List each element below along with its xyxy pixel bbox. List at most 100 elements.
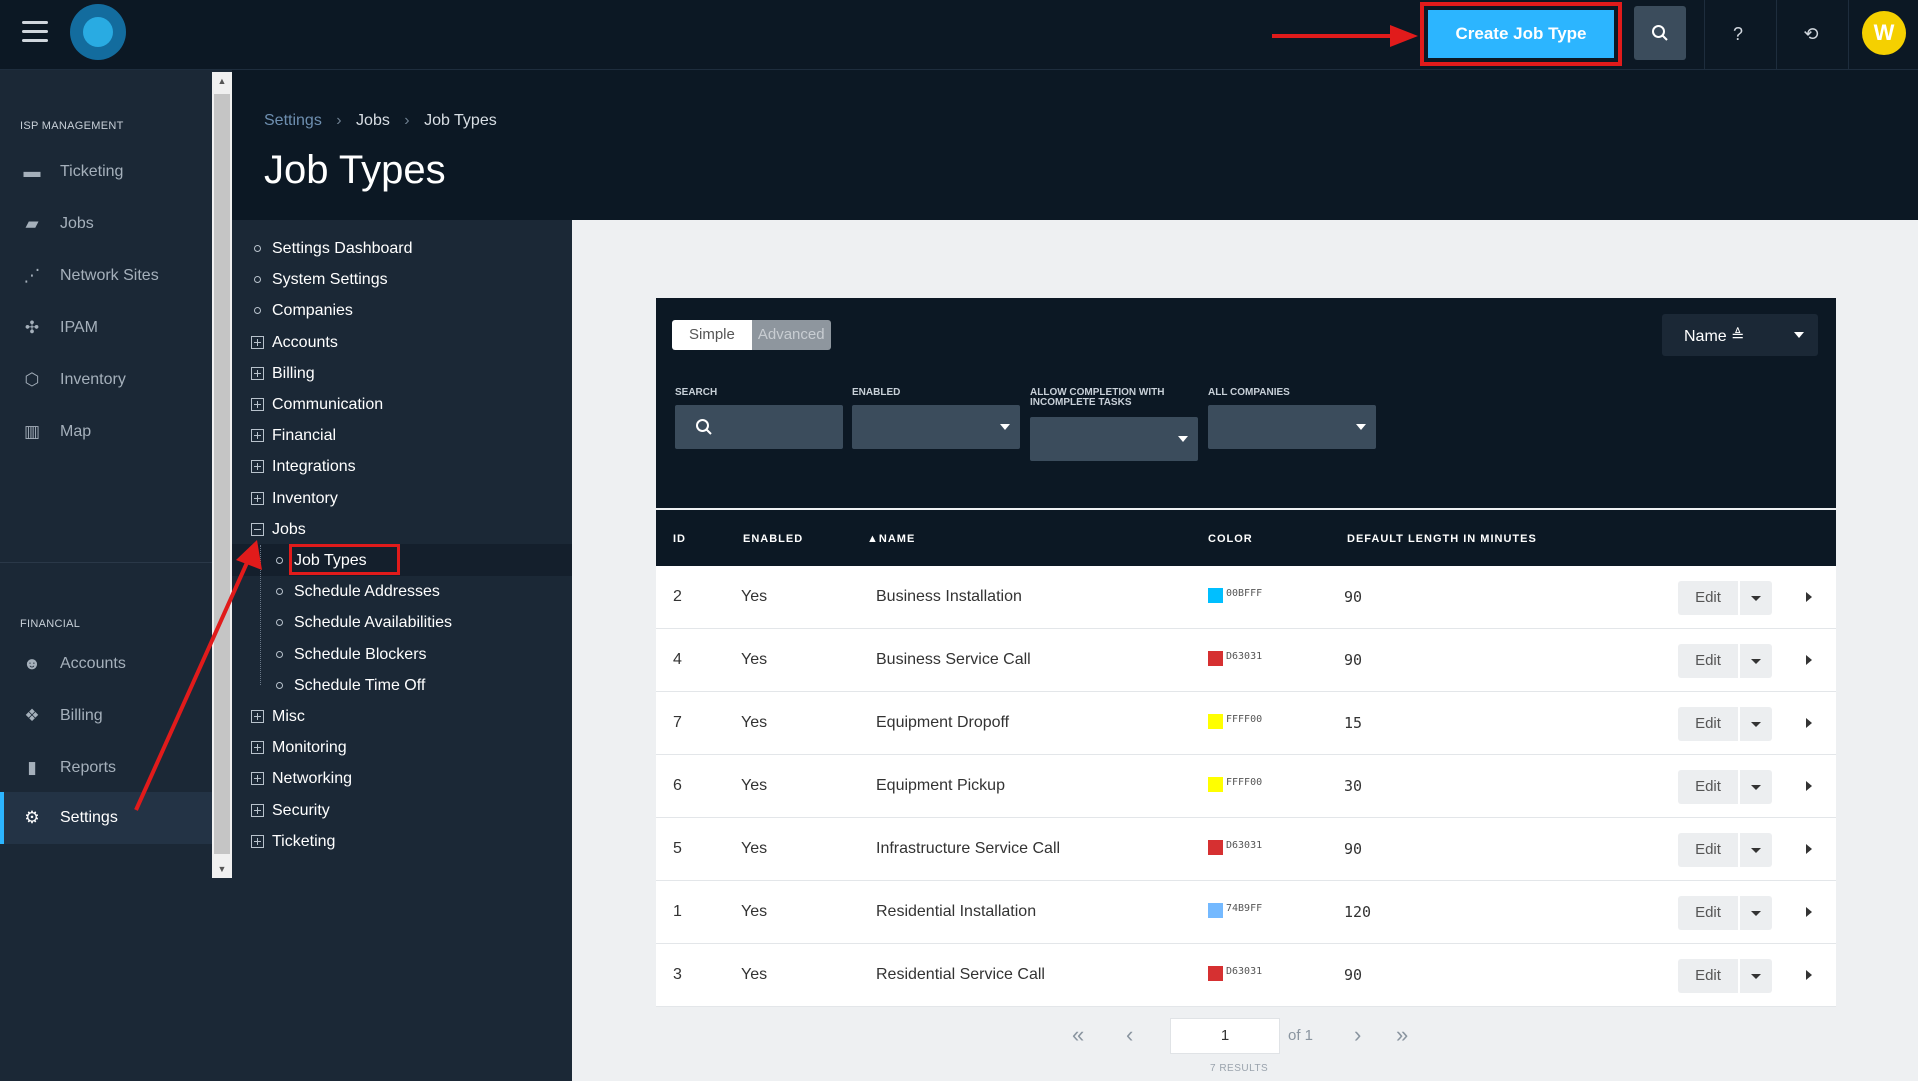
edit-dropdown-chevron-down-icon[interactable] [1740, 581, 1772, 615]
nav-item-jobs[interactable]: ▰ Jobs [0, 202, 212, 246]
edit-button[interactable]: Edit [1678, 707, 1738, 741]
table-row[interactable]: 7 Yes Equipment Dropoff FFFF00 15 Edit [656, 692, 1836, 755]
nav-item-network-sites[interactable]: ⋰ Network Sites [0, 254, 212, 298]
scroll-down-icon[interactable]: ▼ [217, 864, 227, 874]
nav-scrollbar[interactable]: ▲ ▼ [212, 72, 232, 878]
tree-item-jobs[interactable]: Jobs [251, 521, 306, 539]
expand-plus-icon[interactable] [251, 398, 264, 412]
hamburger-menu-icon[interactable] [22, 21, 48, 43]
tree-item-billing[interactable]: Billing [251, 365, 315, 383]
collapse-minus-icon[interactable] [251, 523, 264, 537]
edit-button[interactable]: Edit [1678, 896, 1738, 930]
col-id[interactable]: ID [673, 533, 686, 545]
breadcrumb-jobs[interactable]: Jobs [356, 112, 390, 129]
app-logo[interactable] [70, 4, 126, 60]
nav-item-settings[interactable]: ⚙ Settings [0, 792, 212, 844]
expand-plus-icon[interactable] [251, 835, 264, 849]
nav-item-inventory[interactable]: ⬡ Inventory [0, 358, 212, 402]
enabled-select[interactable] [852, 405, 1020, 449]
nav-item-accounts[interactable]: ☻ Accounts [0, 642, 212, 686]
page-input[interactable]: 1 [1170, 1018, 1280, 1054]
col-default-length[interactable]: DEFAULT LENGTH IN MINUTES [1347, 533, 1537, 545]
search-input[interactable] [675, 405, 843, 449]
tree-item-inventory[interactable]: Inventory [251, 490, 338, 508]
last-page-icon[interactable]: » [1396, 1022, 1409, 1047]
tree-item-schedule-addresses[interactable]: Schedule Addresses [276, 583, 440, 601]
refresh-icon[interactable]: ⟲ [1803, 24, 1819, 44]
scroll-up-icon[interactable]: ▲ [217, 76, 227, 86]
nav-item-ipam[interactable]: ✣ IPAM [0, 306, 212, 350]
tree-item-communication[interactable]: Communication [251, 396, 383, 414]
create-job-type-button[interactable]: Create Job Type [1428, 10, 1614, 58]
edit-dropdown-chevron-down-icon[interactable] [1740, 644, 1772, 678]
expand-plus-icon[interactable] [251, 492, 264, 506]
tree-item-schedule-time-off[interactable]: Schedule Time Off [276, 677, 425, 695]
col-enabled[interactable]: ENABLED [743, 533, 804, 545]
tree-item-networking[interactable]: Networking [251, 770, 352, 788]
table-row[interactable]: 1 Yes Residential Installation 74B9FF 12… [656, 881, 1836, 944]
help-icon[interactable]: ? [1732, 24, 1743, 44]
expand-row-caret-icon[interactable] [1806, 970, 1812, 980]
mode-simple-button[interactable]: Simple [672, 320, 752, 350]
nav-item-map[interactable]: ▥ Map [0, 410, 212, 454]
tree-item-companies[interactable]: Companies [254, 302, 353, 320]
edit-button[interactable]: Edit [1678, 959, 1738, 993]
nav-item-reports[interactable]: ▮ Reports [0, 746, 212, 790]
edit-dropdown-chevron-down-icon[interactable] [1740, 896, 1772, 930]
edit-dropdown-chevron-down-icon[interactable] [1740, 959, 1772, 993]
tree-item-security[interactable]: Security [251, 802, 330, 820]
nav-item-ticketing[interactable]: ▬ Ticketing [0, 150, 212, 194]
companies-select[interactable] [1208, 405, 1376, 449]
edit-button[interactable]: Edit [1678, 770, 1738, 804]
tree-item-system-settings[interactable]: System Settings [254, 271, 388, 289]
mode-advanced-button[interactable]: Advanced [751, 320, 831, 350]
col-name[interactable]: ▲NAME [867, 533, 916, 545]
tree-item-misc[interactable]: Misc [251, 708, 305, 726]
tree-item-accounts[interactable]: Accounts [251, 334, 338, 352]
tree-item-schedule-blockers[interactable]: Schedule Blockers [276, 646, 427, 664]
expand-plus-icon[interactable] [251, 741, 264, 755]
expand-row-caret-icon[interactable] [1806, 781, 1812, 791]
expand-plus-icon[interactable] [251, 429, 264, 443]
global-search-button[interactable] [1634, 6, 1686, 60]
expand-plus-icon[interactable] [251, 772, 264, 786]
tree-item-monitoring[interactable]: Monitoring [251, 739, 347, 757]
expand-plus-icon[interactable] [251, 336, 264, 350]
first-page-icon[interactable]: « [1072, 1022, 1085, 1047]
tree-item-ticketing[interactable]: Ticketing [251, 833, 335, 851]
expand-row-caret-icon[interactable] [1806, 718, 1812, 728]
expand-row-caret-icon[interactable] [1806, 655, 1812, 665]
breadcrumb-settings[interactable]: Settings [264, 112, 322, 129]
table-row[interactable]: 2 Yes Business Installation 00BFFF 90 Ed… [656, 566, 1836, 629]
tree-item-job-types[interactable]: Job Types [276, 552, 367, 570]
expand-plus-icon[interactable] [251, 710, 264, 724]
edit-dropdown-chevron-down-icon[interactable] [1740, 770, 1772, 804]
expand-row-caret-icon[interactable] [1806, 907, 1812, 917]
sort-select[interactable]: Name ≜ [1662, 314, 1818, 356]
expand-plus-icon[interactable] [251, 804, 264, 818]
table-row[interactable]: 5 Yes Infrastructure Service Call D63031… [656, 818, 1836, 881]
tree-item-financial[interactable]: Financial [251, 427, 336, 445]
edit-dropdown-chevron-down-icon[interactable] [1740, 833, 1772, 867]
edit-button[interactable]: Edit [1678, 833, 1738, 867]
user-avatar[interactable]: W [1862, 11, 1906, 55]
tree-item-settings-dashboard[interactable]: Settings Dashboard [254, 240, 413, 258]
table-row[interactable]: 3 Yes Residential Service Call D63031 90… [656, 944, 1836, 1007]
col-color[interactable]: COLOR [1208, 533, 1253, 545]
allow-completion-select[interactable] [1030, 417, 1198, 461]
edit-button[interactable]: Edit [1678, 581, 1738, 615]
expand-plus-icon[interactable] [251, 367, 264, 381]
table-row[interactable]: 4 Yes Business Service Call D63031 90 Ed… [656, 629, 1836, 692]
edit-button[interactable]: Edit [1678, 644, 1738, 678]
table-row[interactable]: 6 Yes Equipment Pickup FFFF00 30 Edit [656, 755, 1836, 818]
tree-item-schedule-availabilities[interactable]: Schedule Availabilities [276, 614, 452, 632]
next-page-icon[interactable]: › [1354, 1022, 1362, 1047]
expand-plus-icon[interactable] [251, 460, 264, 474]
expand-row-caret-icon[interactable] [1806, 592, 1812, 602]
nav-item-billing[interactable]: ❖ Billing [0, 694, 212, 738]
expand-row-caret-icon[interactable] [1806, 844, 1812, 854]
edit-dropdown-chevron-down-icon[interactable] [1740, 707, 1772, 741]
tree-item-integrations[interactable]: Integrations [251, 458, 356, 476]
prev-page-icon[interactable]: ‹ [1126, 1022, 1134, 1047]
scrollbar-thumb[interactable] [214, 94, 230, 854]
